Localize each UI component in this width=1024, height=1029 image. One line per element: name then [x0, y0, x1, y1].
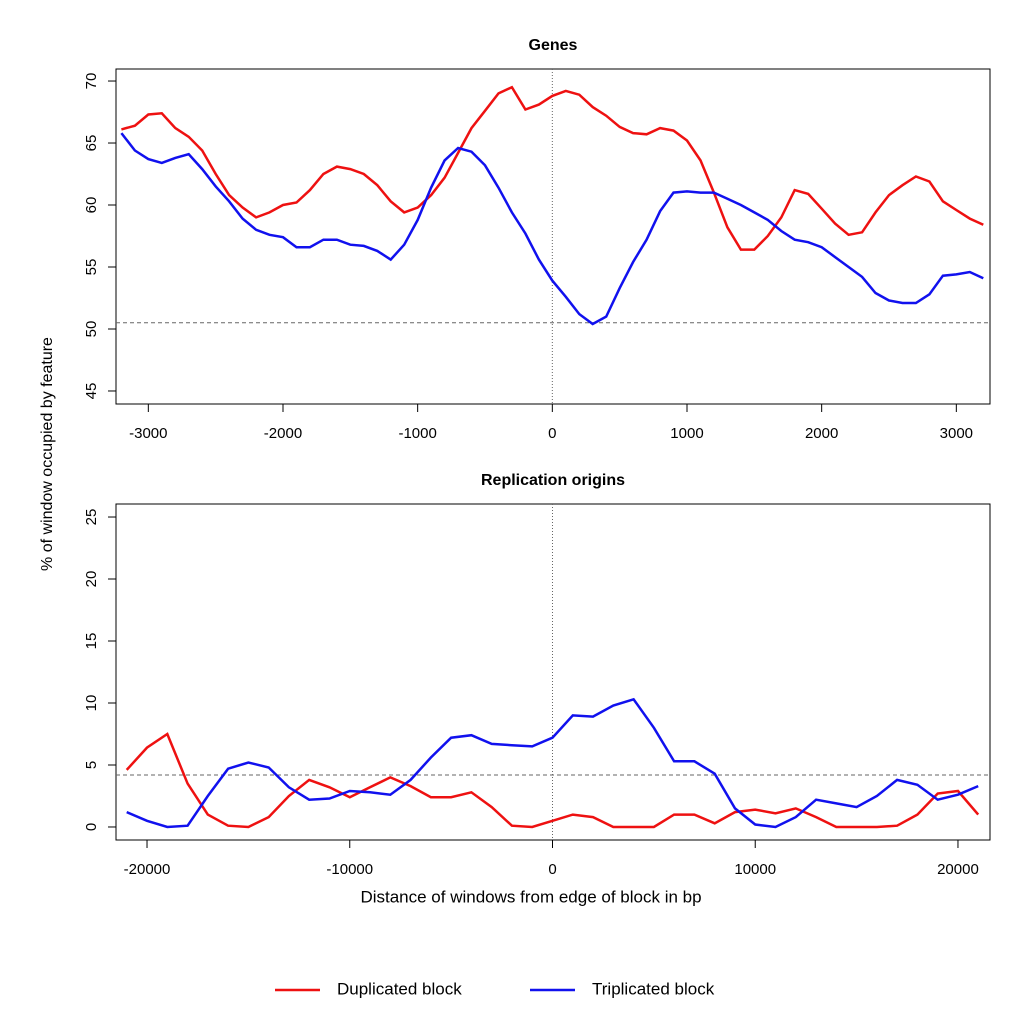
x-tick-label: 0 — [548, 425, 556, 442]
data-line — [126, 697, 979, 829]
y-tick-label: 45 — [83, 383, 100, 400]
data-line — [121, 85, 984, 251]
x-tick-label: 3000 — [940, 425, 973, 442]
y-axis-label: % of window occupied by feature — [39, 337, 56, 571]
plot-frame — [115, 68, 991, 405]
x-tick-label: -1000 — [398, 425, 436, 442]
x-tick-label: 20000 — [937, 861, 979, 878]
y-tick-label: 20 — [83, 571, 100, 588]
x-tick-label: -10000 — [326, 861, 373, 878]
y-tick-label: 5 — [83, 761, 100, 769]
legend-label: Duplicated block — [337, 979, 462, 998]
y-tick-label: 60 — [83, 197, 100, 214]
x-tick-label: -3000 — [129, 425, 167, 442]
y-tick-label: 50 — [83, 321, 100, 338]
y-tick-label: 70 — [83, 73, 100, 90]
plot-frame — [115, 503, 991, 841]
y-tick-label: 15 — [83, 633, 100, 650]
x-tick-label: 2000 — [805, 425, 838, 442]
y-tick-label: 0 — [83, 823, 100, 831]
x-tick-label: 0 — [548, 861, 556, 878]
chart-title: Genes — [529, 37, 578, 54]
y-tick-label: 10 — [83, 695, 100, 712]
x-tick-label: 1000 — [670, 425, 703, 442]
x-tick-label: 10000 — [734, 861, 776, 878]
data-line — [125, 732, 980, 829]
legend-label: Triplicated block — [592, 979, 715, 998]
y-tick-label: 25 — [83, 509, 100, 526]
x-axis-label: Distance of windows from edge of block i… — [360, 887, 701, 906]
x-tick-label: -2000 — [264, 425, 302, 442]
data-line — [120, 132, 984, 326]
chart-title: Replication origins — [481, 472, 625, 489]
y-tick-label: 55 — [83, 259, 100, 276]
y-tick-label: 65 — [83, 135, 100, 152]
x-tick-label: -20000 — [124, 861, 171, 878]
